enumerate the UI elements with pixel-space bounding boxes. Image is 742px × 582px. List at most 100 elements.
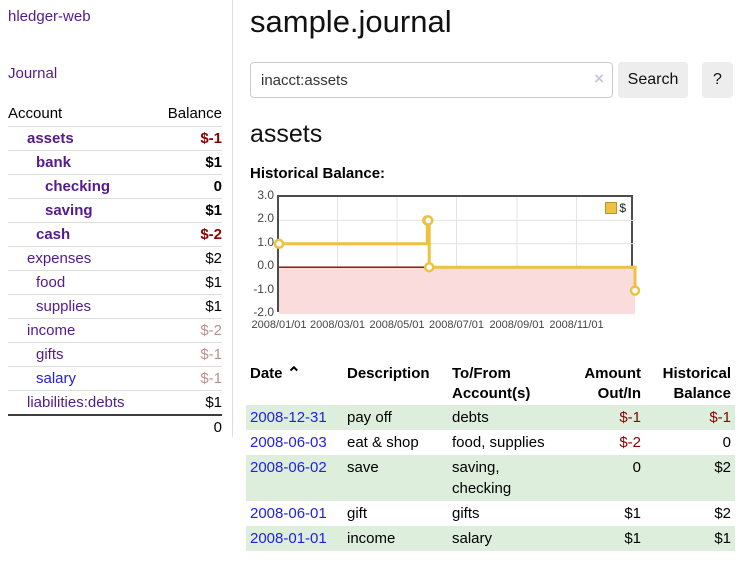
description-column-header: Description xyxy=(347,365,430,382)
transaction-amount: $-1 xyxy=(619,409,641,426)
account-link-liabilities-debts[interactable]: liabilities:debts xyxy=(27,394,125,411)
chart-plot-area: $ xyxy=(273,195,641,314)
y-axis-tick-label: 2.0 xyxy=(257,211,274,226)
account-balance: $-2 xyxy=(200,226,222,243)
transaction-accounts: debts xyxy=(452,409,489,426)
chart-legend: $ xyxy=(605,201,626,215)
transaction-accounts: saving, checking xyxy=(452,459,512,497)
register-header-row: Date ⌃ Description To/From Account(s) Am… xyxy=(246,363,735,405)
account-link-supplies[interactable]: supplies xyxy=(36,298,92,315)
transaction-row: 2008-01-01 income salary $1 $1 xyxy=(246,526,735,551)
total-balance: 0 xyxy=(213,419,222,436)
x-axis-tick-label: 2008/07/01 xyxy=(427,319,486,331)
help-button[interactable]: ? xyxy=(702,62,733,98)
app-title-link[interactable]: hledger-web xyxy=(8,8,91,25)
transaction-balance: 0 xyxy=(722,434,731,451)
balance-column-header: Balance xyxy=(167,105,222,122)
account-row: bank $1 xyxy=(8,150,222,175)
search-button[interactable]: Search xyxy=(618,62,688,98)
transaction-date-link[interactable]: 2008-12-31 xyxy=(250,409,327,426)
y-axis-tick-label: 1.0 xyxy=(257,234,274,249)
transaction-amount: $1 xyxy=(624,505,641,522)
transaction-description: save xyxy=(347,459,379,476)
account-row: assets $-1 xyxy=(8,126,222,151)
x-axis-tick-label: 2008/03/01 xyxy=(308,319,367,331)
account-row: food $1 xyxy=(8,270,222,295)
x-axis-tick-label: 2008/05/01 xyxy=(368,319,426,331)
x-axis-tick-label: 2008/09/01 xyxy=(488,319,546,331)
y-axis-tick-label: -1.0 xyxy=(253,281,274,296)
account-row: saving $1 xyxy=(8,198,222,223)
account-link-expenses[interactable]: expenses xyxy=(27,250,92,267)
transaction-row: 2008-12-31 pay off debts $-1 $-1 xyxy=(246,405,735,430)
account-balance: $1 xyxy=(205,202,222,219)
transaction-row: 2008-06-02 save saving, checking 0 $2 xyxy=(246,455,735,501)
transaction-description: eat & shop xyxy=(347,434,419,451)
transaction-amount: $-2 xyxy=(619,434,641,451)
account-link-bank[interactable]: bank xyxy=(36,154,72,171)
date-column-header[interactable]: Date ⌃ xyxy=(250,364,301,383)
account-balance: $-2 xyxy=(200,322,222,339)
chart-label: Historical Balance: xyxy=(250,165,386,182)
account-balance: $2 xyxy=(205,250,222,267)
account-link-salary[interactable]: salary xyxy=(36,370,77,387)
transaction-date-link[interactable]: 2008-06-02 xyxy=(250,459,327,476)
sort-asc-icon: ⌃ xyxy=(286,364,301,383)
y-axis-tick-label: -2.0 xyxy=(253,305,274,319)
transaction-date: 2008-12-31 xyxy=(246,405,343,430)
page-title: sample.journal xyxy=(250,4,452,39)
transaction-row: 2008-06-03 eat & shop food, supplies $-2 0 xyxy=(246,430,735,455)
transaction-date-link[interactable]: 2008-06-03 xyxy=(250,434,327,451)
transaction-date: 2008-06-02 xyxy=(246,455,343,501)
clear-search-icon[interactable]: × xyxy=(594,69,604,88)
x-axis-tick-label: 2008/01/01 xyxy=(250,319,308,331)
account-balance: 0 xyxy=(213,178,222,195)
transaction-accounts: food, supplies xyxy=(452,434,545,451)
transaction-row: 2008-06-01 gift gifts $1 $2 xyxy=(246,501,735,526)
historical-balance-chart: $ 3.0 2.0 1.0 0.0 -1.0 -2.0 2008/01/01 2008/03/… xyxy=(250,188,738,337)
account-link-cash[interactable]: cash xyxy=(36,226,71,243)
account-balance-table: Account Balance assets $-1 bank $1 checking 0… xyxy=(8,102,222,439)
account-link-saving[interactable]: saving xyxy=(45,202,93,219)
transaction-accounts: gifts xyxy=(452,505,480,522)
account-link-income[interactable]: income xyxy=(27,322,76,339)
transaction-description: pay off xyxy=(347,409,392,426)
account-heading: assets xyxy=(250,120,323,148)
account-row: supplies $1 xyxy=(8,294,222,319)
account-balance: $-1 xyxy=(200,346,222,363)
account-balance: $1 xyxy=(205,394,222,411)
account-row: cash $-2 xyxy=(8,222,222,247)
transaction-description: gift xyxy=(347,505,368,522)
account-total-row: 0 xyxy=(8,415,222,439)
account-link-checking[interactable]: checking xyxy=(45,178,111,195)
transaction-date: 2008-06-03 xyxy=(246,430,343,455)
account-link-gifts[interactable]: gifts xyxy=(36,346,64,363)
account-column-header-main: To/From Account(s) xyxy=(452,365,531,402)
balance-column-header-main: Historical Balance xyxy=(662,365,731,402)
account-link-food[interactable]: food xyxy=(36,274,66,291)
transaction-description: income xyxy=(347,530,396,547)
search-input[interactable] xyxy=(250,62,613,98)
sidebar: hledger-web Journal Account Balance asse… xyxy=(0,0,233,437)
transaction-accounts: salary xyxy=(452,530,493,547)
account-balance: $1 xyxy=(205,298,222,315)
account-row: income $-2 xyxy=(8,318,222,343)
account-row: gifts $-1 xyxy=(8,342,222,367)
sidebar-item-journal[interactable]: Journal xyxy=(8,65,58,82)
search-input-wrap: × xyxy=(250,62,613,98)
transaction-balance: $1 xyxy=(714,530,731,547)
account-balance: $1 xyxy=(205,154,222,171)
transaction-date-link[interactable]: 2008-01-01 xyxy=(250,530,327,547)
y-axis-tick-label: 0.0 xyxy=(257,258,274,273)
transaction-date-link[interactable]: 2008-06-01 xyxy=(250,505,327,522)
amount-column-header: Amount Out/In xyxy=(584,365,641,402)
account-row: liabilities:debts $1 xyxy=(8,390,222,416)
account-row: expenses $2 xyxy=(8,246,222,271)
account-balance: $-1 xyxy=(200,130,222,147)
transaction-amount: 0 xyxy=(632,459,641,476)
y-axis-tick-label: 3.0 xyxy=(257,188,274,202)
account-link-assets[interactable]: assets xyxy=(27,130,74,147)
main-content: sample.journal × Search ? assets Histori… xyxy=(246,0,738,551)
account-row: checking 0 xyxy=(8,174,222,199)
